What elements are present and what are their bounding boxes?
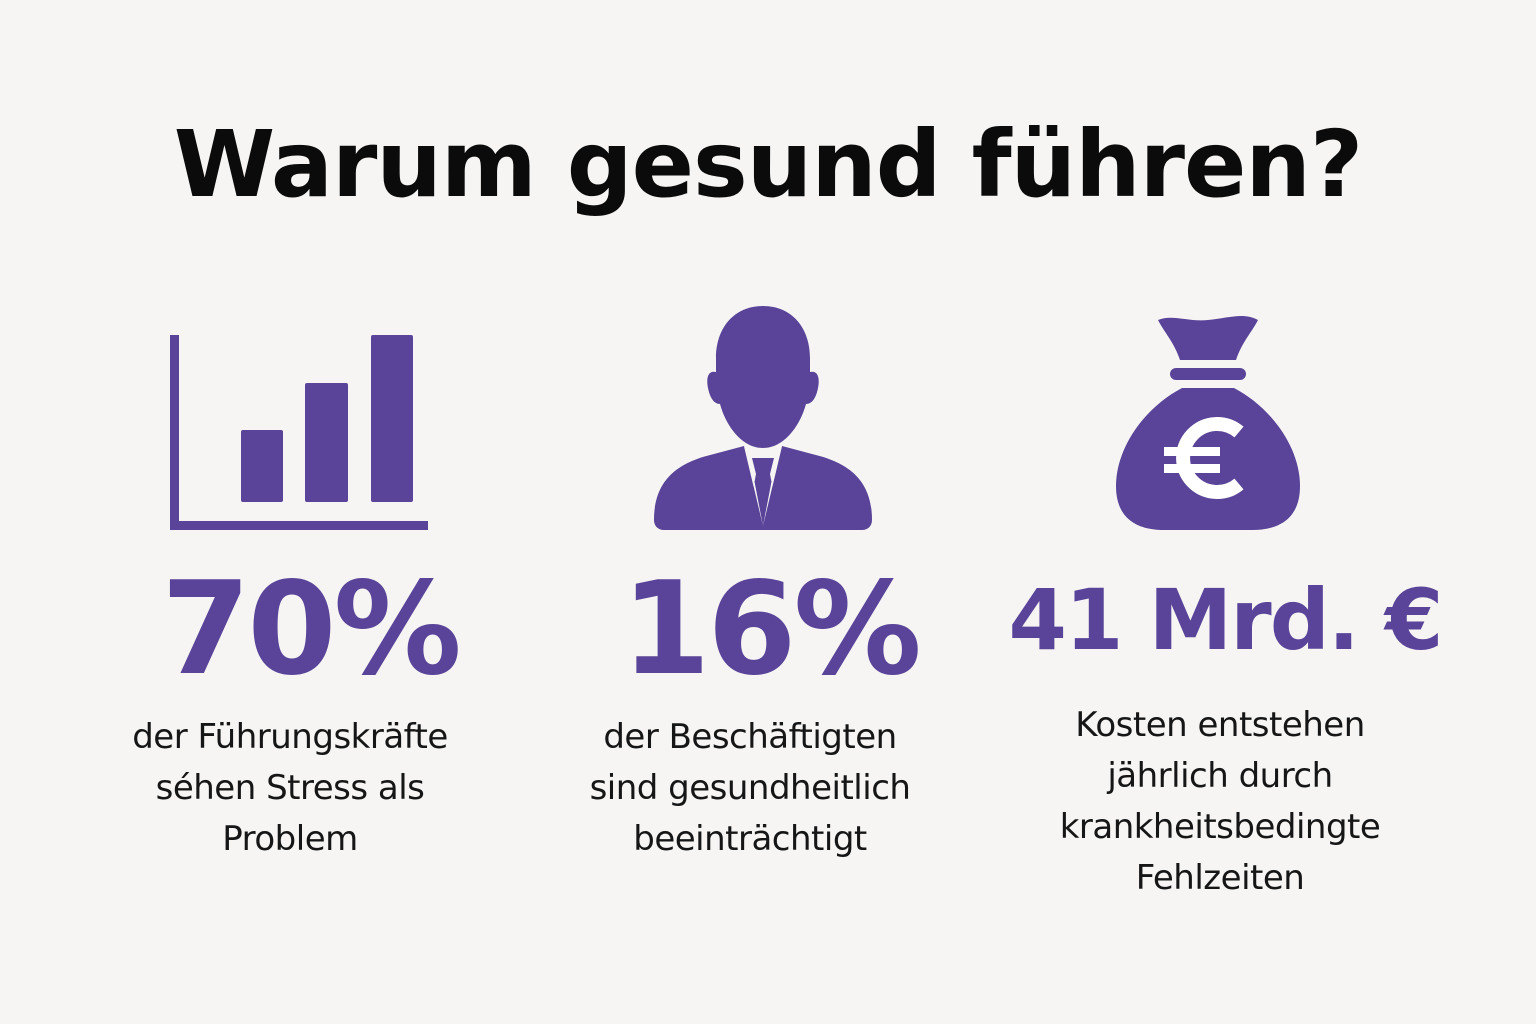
stat-description-2-line-1: der Beschäftigten (603, 717, 897, 757)
stat-description-2-line-2: sind gesundheitlich (589, 768, 911, 808)
stat-description-3-line-4: Fehlzeiten (1135, 858, 1305, 898)
stat-description-2-line-3: beeinträchtigt (633, 819, 867, 859)
stat-description-1: der Führungskräfte séhen Stress als Prob… (80, 712, 500, 865)
stat-description-3: Kosten entstehen jährlich durch krankhei… (1010, 700, 1430, 904)
money-bag-euro-icon (1116, 315, 1300, 530)
page-title: Warum gesund führen? (173, 111, 1364, 218)
stat-description-1-line-1: der Führungskräfte (132, 717, 448, 757)
stat-description-3-line-2: jährlich durch (1107, 756, 1333, 796)
person-icon (654, 306, 872, 530)
stat-description-3-line-3: krankheitsbedingte (1059, 807, 1381, 847)
stat-value-2: 16% (621, 555, 921, 704)
stat-description-3-line-1: Kosten entstehen (1075, 705, 1365, 745)
bar-chart-icon (170, 335, 428, 530)
stat-description-2: der Beschäftigten sind gesundheitlich be… (540, 712, 960, 865)
stat-description-1-line-2: séhen Stress als (155, 768, 425, 808)
stat-value-1: 70% (161, 555, 461, 704)
stat-value-3: 41 Mrd. € (1008, 571, 1444, 669)
stat-description-1-line-3: Problem (222, 819, 358, 859)
